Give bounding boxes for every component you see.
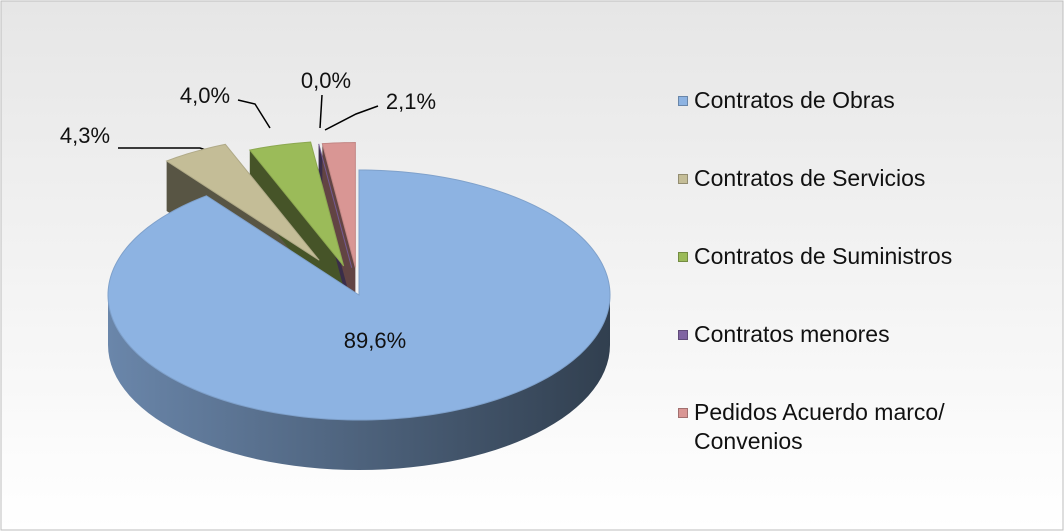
data-label: 2,1% <box>386 89 436 114</box>
legend-swatch <box>678 96 688 106</box>
legend-swatch <box>678 330 688 340</box>
legend-swatch <box>678 252 688 262</box>
legend-item: Contratos de Suministros <box>678 242 1038 271</box>
slice <box>318 143 353 268</box>
data-label: 4,0% <box>180 83 230 108</box>
legend-label: Contratos de Obras <box>694 87 895 113</box>
slice-side <box>108 295 610 470</box>
slice <box>107 169 611 421</box>
legend-item: Contratos de Obras <box>678 86 1038 115</box>
slice <box>165 143 320 261</box>
legend: Contratos de Obras Contratos de Servicios… <box>678 86 1038 505</box>
legend-label: Contratos menores <box>694 321 890 347</box>
legend-label: Contratos de Servicios <box>694 165 926 191</box>
legend-item: Contratos menores <box>678 320 1038 349</box>
legend-swatch <box>678 408 688 418</box>
slice <box>248 141 345 267</box>
legend-label: Contratos de Suministros <box>694 243 953 269</box>
legend-label: Pedidos Acuerdo marco/ Convenios <box>694 399 945 454</box>
legend-item: Contratos de Servicios <box>678 164 1038 193</box>
legend-swatch <box>678 174 688 184</box>
data-label: 4,3% <box>60 123 110 148</box>
legend-item: Pedidos Acuerdo marco/ Convenios <box>678 398 1038 456</box>
data-label: 0,0% <box>301 68 351 93</box>
data-label: 89,6% <box>344 328 406 353</box>
slice <box>321 142 356 268</box>
